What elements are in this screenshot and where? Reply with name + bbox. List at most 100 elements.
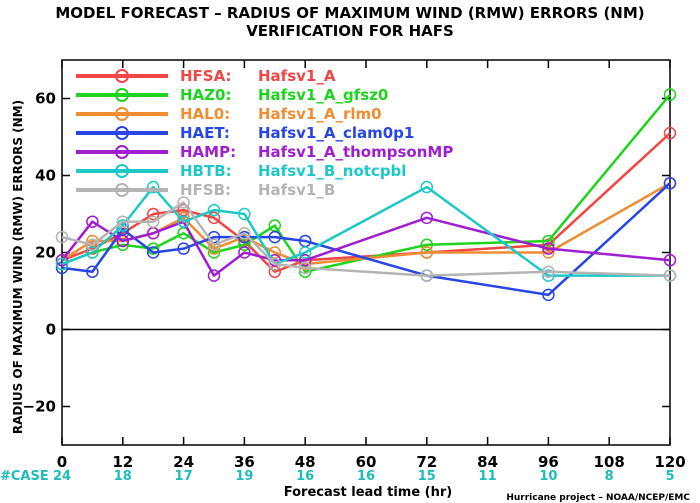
legend-marker: [115, 107, 129, 121]
legend-code: HAZ0:: [180, 86, 231, 104]
case-count: 16: [296, 469, 314, 484]
case-count: 19: [235, 469, 253, 484]
case-count: 24: [53, 469, 71, 484]
data-point: [207, 211, 221, 225]
legend: HFSA: Hafsv1_A HAZ0: Hafsv1_A_gfsz0 HAL0: Haf…: [76, 67, 453, 199]
legend-item: HFSA: Hafsv1_A: [76, 67, 336, 85]
legend-name: Hafsv1_B_notcpbl: [258, 162, 406, 180]
y-tick-label: 0: [46, 321, 56, 339]
case-label: #CASE: [0, 469, 49, 484]
data-point: [268, 257, 282, 271]
legend-marker: [115, 164, 129, 178]
x-tick-label: 120: [654, 453, 685, 471]
data-point: [207, 238, 221, 252]
legend-name: Hafsv1_B: [258, 181, 335, 199]
data-point: [663, 269, 677, 282]
case-count: 5: [665, 469, 674, 484]
legend-item: HAL0: Hafsv1_A_rlm0: [76, 105, 382, 123]
case-counts: 24 18 17 19 16 16 15 11 10 8 5: [53, 469, 675, 484]
legend-marker: [115, 183, 129, 197]
data-point: [116, 238, 130, 252]
legend-code: HAL0:: [180, 105, 230, 123]
y-axis: −20 0 20 40 60: [23, 90, 670, 416]
data-point: [420, 238, 434, 252]
x-tick-label: 48: [295, 453, 316, 471]
data-point: [177, 196, 190, 209]
x-tick-label: 36: [234, 453, 255, 471]
legend-code: HBTB:: [180, 162, 232, 180]
case-count: 17: [175, 469, 193, 484]
y-tick-label: 20: [35, 244, 56, 262]
legend-code: HAET:: [180, 124, 230, 142]
data-point: [542, 246, 555, 259]
x-tick-label: 12: [112, 453, 133, 471]
legend-marker: [115, 69, 129, 83]
data-point: [55, 253, 69, 267]
x-axis-label: Forecast lead time (hr): [284, 485, 452, 500]
legend-item: HAMP: Hafsv1_A_thompsonMP: [76, 143, 453, 161]
data-point: [55, 261, 69, 275]
data-point: [238, 227, 251, 240]
series-line: [61, 185, 670, 277]
data-point: [177, 215, 190, 228]
legend-name: Hafsv1_A: [258, 67, 336, 85]
data-point: [238, 246, 251, 259]
legend-marker: [115, 126, 129, 140]
data-point: [86, 246, 99, 259]
x-tick-label: 96: [538, 453, 559, 471]
series-layer: [55, 88, 677, 302]
data-point: [663, 253, 677, 267]
data-point: [298, 261, 312, 275]
data-point: [238, 207, 251, 221]
data-point: [663, 88, 677, 101]
chart-title: MODEL FORECAST – RADIUS OF MAXIMUM WIND …: [55, 4, 644, 22]
data-point: [207, 203, 221, 217]
series-hbtb: [55, 180, 677, 282]
series-hamp: [55, 211, 677, 282]
data-point: [55, 230, 69, 244]
y-tick-label: 40: [35, 167, 56, 185]
data-point: [146, 180, 160, 194]
data-point: [146, 215, 160, 228]
legend-item: HAET: Hafsv1_A_clam0p1: [76, 124, 414, 142]
data-point: [55, 257, 69, 271]
legend-code: HFSA:: [180, 67, 232, 85]
data-point: [663, 126, 677, 140]
legend-marker: [115, 88, 129, 102]
credit-text: Hurricane project – NOAA/NCEP/EMC: [506, 493, 690, 503]
legend-item: HAZ0: Hafsv1_A_gfsz0: [76, 86, 388, 104]
chart-subtitle: VERIFICATION FOR HAFS: [246, 22, 454, 40]
case-count: 10: [539, 469, 557, 484]
x-tick-label: 84: [477, 453, 498, 471]
series-line: [61, 201, 671, 277]
data-point: [116, 215, 130, 228]
data-point: [542, 269, 555, 282]
data-point: [207, 269, 221, 282]
series-hfsb: [55, 196, 677, 282]
data-point: [146, 246, 160, 259]
legend-name: Hafsv1_A_thompsonMP: [258, 143, 453, 161]
x-tick-label: 108: [594, 453, 625, 471]
case-count: 16: [357, 469, 375, 484]
y-tick-label: −20: [23, 398, 56, 416]
legend-item: HBTB: Hafsv1_B_notcpbl: [76, 162, 406, 180]
data-point: [177, 242, 190, 255]
data-point: [86, 265, 99, 278]
data-point: [420, 211, 434, 225]
case-count: 8: [605, 469, 614, 484]
x-tick-label: 72: [416, 453, 437, 471]
legend-code: HAMP:: [180, 143, 236, 161]
legend-name: Hafsv1_A_rlm0: [258, 105, 382, 123]
legend-marker: [115, 145, 129, 159]
data-point: [542, 242, 555, 255]
y-axis-label: RADIUS OF MAXIMUM WIND (RMW) ERRORS (NM): [11, 100, 25, 434]
case-count: 18: [114, 469, 132, 484]
x-tick-label: 60: [356, 453, 377, 471]
data-point: [86, 215, 99, 228]
data-point: [86, 238, 99, 252]
legend-item: HFSB: Hafsv1_B: [76, 181, 335, 199]
legend-name: Hafsv1_A_clam0p1: [258, 124, 414, 142]
x-tick-label: 24: [173, 453, 194, 471]
legend-code: HFSB:: [180, 181, 231, 199]
